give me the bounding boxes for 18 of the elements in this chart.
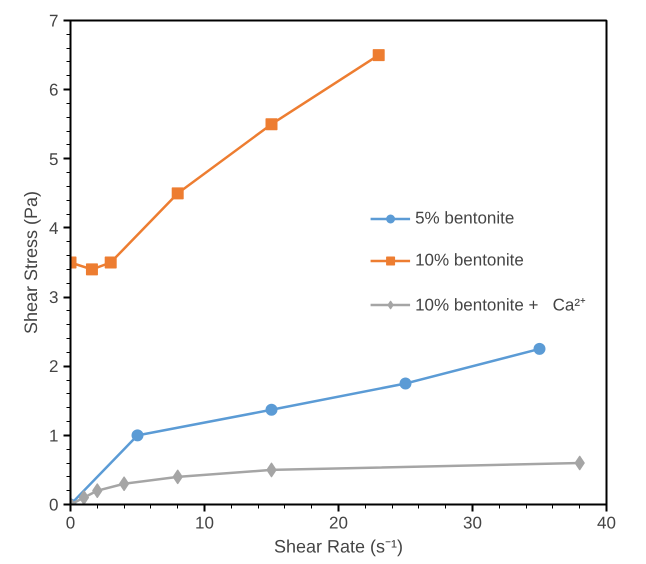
x-tick-label: 20	[329, 514, 348, 532]
y-tick-label: 7	[49, 12, 59, 30]
legend-label: 10% bentonite	[415, 250, 524, 270]
y-tick-label: 2	[49, 357, 59, 376]
y-tick-label: 3	[49, 288, 59, 308]
y-tick-label: 5	[49, 150, 59, 169]
x-tick-label: 30	[463, 514, 482, 532]
y-axis-title: Shear Stress (Pa)	[21, 190, 42, 334]
x-tick-label: 10	[195, 514, 214, 532]
y-tick-label: 1	[49, 426, 59, 446]
x-axis-title: Shear Rate (s⁻¹)	[274, 536, 404, 556]
y-tick-label: 4	[49, 218, 59, 238]
legend-label: 5% bentonite	[415, 208, 514, 228]
legend-label: 10% bentonite + Ca²⁺	[415, 294, 586, 316]
x-tick-label: 0	[66, 514, 76, 532]
y-tick-label: 0	[49, 496, 59, 514]
y-tick-label: 6	[49, 80, 59, 100]
x-tick-label: 40	[597, 514, 616, 532]
